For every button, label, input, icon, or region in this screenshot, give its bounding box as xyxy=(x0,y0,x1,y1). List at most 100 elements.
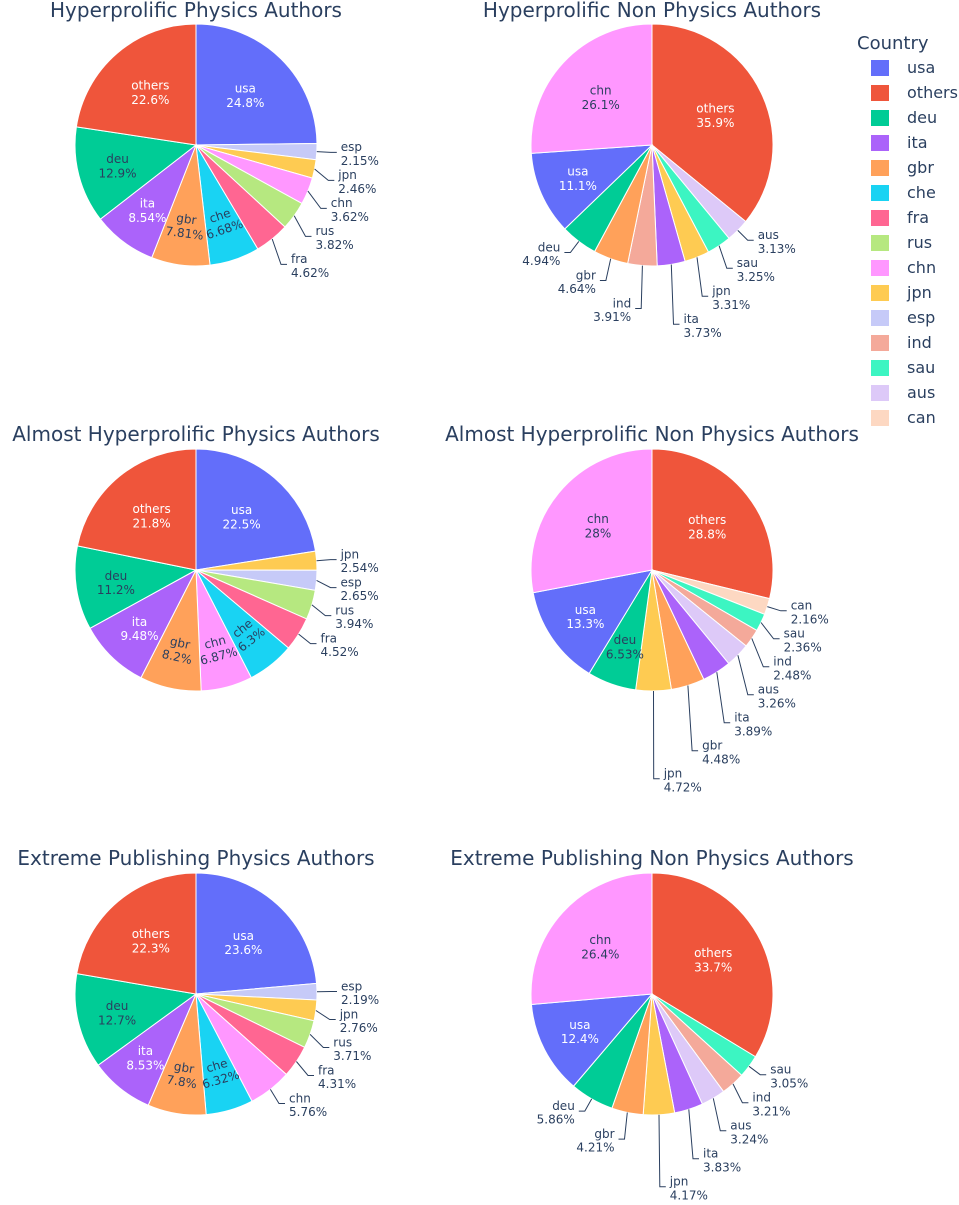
legend-label: chn xyxy=(907,258,936,277)
pie-chart-4: Almost Hyperprolific Non Physics Authors… xyxy=(445,422,859,794)
pie-slice-usa xyxy=(196,873,317,994)
legend-label: che xyxy=(907,183,936,202)
leader-line-jpn xyxy=(315,169,335,180)
legend-item-chn[interactable]: chn xyxy=(871,258,936,277)
legend-swatch-chn xyxy=(871,260,889,276)
slice-label-name: can xyxy=(791,599,813,613)
slice-label-value: 24.8% xyxy=(226,96,264,110)
legend-swatch-ind xyxy=(871,335,889,351)
slice-label-value: 3.21% xyxy=(752,1104,790,1118)
legend-item-ind[interactable]: ind xyxy=(871,333,932,352)
slice-label-name: gbr xyxy=(702,739,722,753)
legend-item-deu[interactable]: deu xyxy=(871,108,937,127)
leader-line-sau xyxy=(719,246,733,269)
chart-title: Hyperprolific Non Physics Authors xyxy=(483,0,821,22)
slice-label-value: 2.48% xyxy=(773,668,811,682)
slice-label-name: usa xyxy=(567,165,588,179)
leader-line-fra xyxy=(272,239,287,264)
slice-label-value: 3.25% xyxy=(737,270,775,284)
slice-label-value: 3.94% xyxy=(335,617,373,631)
leader-line-esp xyxy=(317,152,337,153)
legend-item-esp[interactable]: esp xyxy=(871,308,935,327)
slice-label-value: 3.24% xyxy=(730,1132,768,1146)
leader-line-jpn xyxy=(317,560,337,561)
legend-swatch-others xyxy=(871,85,889,101)
slice-label-name: ita xyxy=(684,312,699,326)
slice-label-value: 2.65% xyxy=(341,589,379,603)
slice-label-value: 21.8% xyxy=(133,517,171,531)
leader-line-ita xyxy=(689,1109,699,1158)
slice-label-name: ita xyxy=(138,1044,153,1058)
slice-label-name: fra xyxy=(318,1063,335,1077)
legend-label: ita xyxy=(907,133,928,152)
leader-line-ita xyxy=(717,672,730,723)
legend-item-can[interactable]: can xyxy=(871,408,936,427)
slice-label-value: 22.6% xyxy=(131,93,169,107)
leader-line-rus xyxy=(312,605,331,616)
legend-label: usa xyxy=(907,58,935,77)
slice-label-value: 4.31% xyxy=(318,1077,356,1091)
legend-item-che[interactable]: che xyxy=(871,183,936,202)
legend-label: rus xyxy=(907,233,932,252)
legend-swatch-che xyxy=(871,185,889,201)
legend-item-aus[interactable]: aus xyxy=(871,383,935,402)
slice-label-value: 2.15% xyxy=(341,154,379,168)
slice-label-value: 4.17% xyxy=(670,1188,708,1200)
legend-item-others[interactable]: others xyxy=(871,83,958,102)
legend-item-jpn[interactable]: jpn xyxy=(871,283,932,302)
slice-label-name: jpn xyxy=(663,767,683,781)
slice-label-name: deu xyxy=(538,240,561,254)
slice-label-value: 2.16% xyxy=(791,612,829,626)
slice-label-value: 6.53% xyxy=(606,647,644,661)
legend-swatch-can xyxy=(871,410,889,426)
chart-title: Extreme Publishing Non Physics Authors xyxy=(450,846,853,870)
slice-label-value: 11.1% xyxy=(559,179,597,193)
slice-label-name: jpn xyxy=(340,547,360,561)
legend-item-ita[interactable]: ita xyxy=(871,133,928,152)
legend: Country usaothersdeuitagbrchefraruschnjp… xyxy=(857,33,958,427)
slice-label-name: chn xyxy=(289,1091,311,1105)
slice-label-value: 9.48% xyxy=(120,629,158,643)
slice-label-value: 12.4% xyxy=(561,1032,599,1046)
legend-label: aus xyxy=(907,383,935,402)
legend-swatch-jpn xyxy=(871,285,889,301)
legend-item-rus[interactable]: rus xyxy=(871,233,932,252)
slice-label-value: 11.2% xyxy=(97,583,135,597)
slice-label-name: aus xyxy=(730,1119,751,1133)
slice-label-name: others xyxy=(688,513,726,527)
leader-line-chn xyxy=(270,1089,285,1103)
slice-label-name: chn xyxy=(589,933,611,947)
leader-line-esp xyxy=(317,580,337,587)
legend-swatch-rus xyxy=(871,235,889,251)
slice-label-name: jpn xyxy=(337,168,357,182)
legend-item-gbr[interactable]: gbr xyxy=(871,158,934,177)
legend-item-sau[interactable]: sau xyxy=(871,358,935,377)
slice-label-value: 13.3% xyxy=(566,617,604,631)
legend-item-fra[interactable]: fra xyxy=(871,208,929,227)
slice-label-value: 3.31% xyxy=(712,298,750,312)
slice-label-name: usa xyxy=(569,1018,590,1032)
legend-label: gbr xyxy=(907,158,934,177)
leader-line-aus xyxy=(738,655,754,695)
slice-label-value: 4.52% xyxy=(321,645,359,659)
leader-line-gbr xyxy=(688,686,698,751)
slice-label-value: 8.54% xyxy=(128,211,166,225)
legend-item-usa[interactable]: usa xyxy=(871,58,935,77)
slice-label-name: chn xyxy=(587,512,609,526)
